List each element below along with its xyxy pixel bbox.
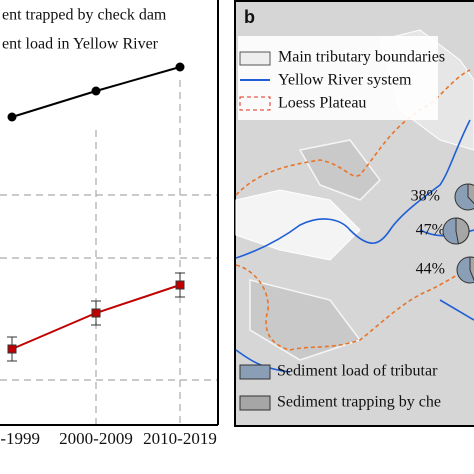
panel-b: Main tributary boundaries Yellow River s… [234,0,474,427]
pie-label: 47% [416,222,445,239]
x-tick-label: 2010-2019 [143,429,217,448]
legend-swatch [239,51,271,66]
pie-wedge [467,183,474,205]
panel-label: b [244,7,255,27]
pie-label: 44% [416,261,445,278]
loess-boundary [235,69,474,351]
legend-text: ent load in Yellow River [2,36,159,53]
marker [91,86,101,96]
legend-box [238,36,438,120]
x-tick-label: 0-1999 [0,429,40,448]
marker [175,280,185,290]
legend-text: Yellow River system [278,72,412,89]
legend-swatch [239,364,271,380]
legend-text: Sediment load of tributar [277,363,438,380]
legend-swatch [239,96,271,111]
marker [175,62,185,72]
panel-a: ent trapped by check dam ent load in Yel… [0,0,219,426]
legend-text: Main tributary boundaries [278,49,445,66]
marker [7,112,17,122]
legend-text: Sediment trapping by che [277,394,441,411]
x-tick-label: 2000-2009 [59,429,133,448]
map-region [249,139,381,361]
legend-text: Loess Plateau [278,95,366,112]
pie-label: 38% [411,188,440,205]
marker [91,308,101,318]
map-region [235,189,361,261]
legend-text: ent trapped by check dam [2,7,167,24]
marker [7,344,17,354]
pie-wedge [455,217,470,245]
pie-wedge [469,256,474,282]
legend-swatch [239,395,271,411]
